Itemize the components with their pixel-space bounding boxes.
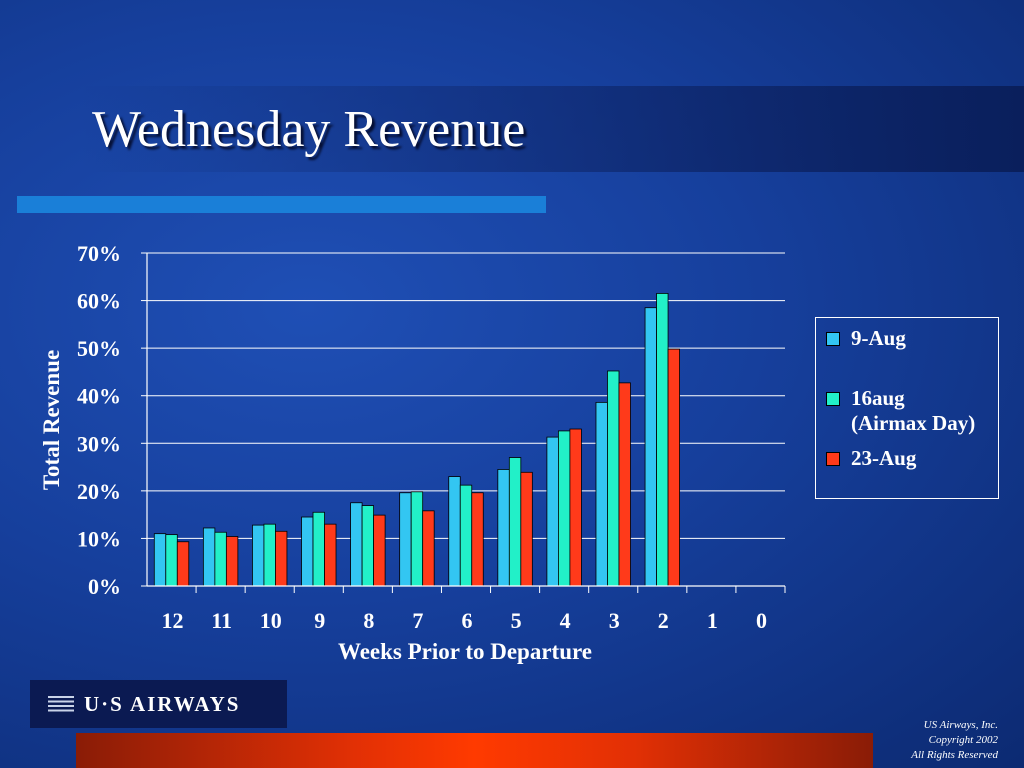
tick-labels: 0%10%20%30%40%50%60%70%12 11 10 9 8 7 6 5 4 3 2 1 0 [77, 241, 767, 633]
bar-2 [410, 491, 424, 587]
x-tick-label: 5 [511, 608, 522, 633]
bar-2 [361, 505, 374, 587]
bar-1 [448, 476, 461, 587]
legend-swatch [826, 452, 840, 466]
x-tick-label: 4 [560, 608, 571, 633]
x-tick-label: 9 [314, 608, 325, 633]
x-tick-label: 12 [162, 608, 184, 633]
legend-item-9-aug: 9-Aug [826, 326, 906, 351]
bar-3 [275, 530, 288, 587]
bar-2 [558, 430, 571, 587]
bar-1 [497, 469, 510, 587]
chart-legend: 9-Aug 16aug (Airmax Day) 23-Aug [815, 317, 999, 499]
legend-label: 16aug (Airmax Day) [851, 386, 976, 435]
bar-2 [312, 511, 325, 587]
bar-1 [252, 524, 265, 587]
x-tick-label: 1 [707, 608, 718, 633]
legend-swatch [826, 392, 840, 406]
bar-1 [595, 401, 608, 587]
x-tick-label: 6 [462, 608, 473, 633]
bar-3 [569, 428, 582, 587]
bar-3 [471, 492, 484, 587]
legend-item-16aug: 16aug (Airmax Day) [826, 386, 975, 436]
y-tick-label: 30% [77, 431, 121, 456]
bar-1 [350, 502, 363, 587]
y-tick-label: 50% [77, 336, 121, 361]
x-axis-label: Weeks Prior to Departure [338, 639, 592, 664]
x-tick-label: 10 [260, 608, 282, 633]
logo-text: U·S AIRWAYS [84, 691, 241, 716]
y-tick-label: 10% [77, 526, 121, 551]
bar-3 [225, 536, 239, 587]
copyright-line: All Rights Reserved [911, 749, 998, 761]
bar-3 [176, 541, 190, 587]
copyright-line: Copyright 2002 [928, 734, 998, 746]
bar-3 [373, 514, 386, 587]
x-tick-label: 0 [756, 608, 767, 633]
bottom-accent-bar [76, 733, 873, 768]
legend-item-23-aug: 23-Aug [826, 446, 916, 471]
x-tick-label: 11 [211, 608, 232, 633]
bars [153, 293, 680, 587]
bar-2 [214, 531, 227, 587]
x-tick-label: 3 [609, 608, 620, 633]
accent-bar [17, 196, 546, 213]
legend-label: 9-Aug [851, 326, 906, 350]
y-tick-label: 20% [77, 479, 121, 504]
bar-1 [399, 492, 412, 587]
bar-1 [546, 436, 559, 587]
copyright-line: US Airways, Inc. [923, 719, 998, 731]
bar-1 [644, 307, 657, 587]
bar-3 [667, 348, 680, 587]
bar-3 [324, 523, 337, 587]
x-tick-label: 7 [412, 608, 423, 633]
title-band [80, 86, 1024, 172]
y-tick-label: 0% [88, 574, 121, 599]
bar-2 [656, 293, 669, 587]
bar-2 [263, 523, 276, 587]
axes [141, 252, 786, 593]
bar-2 [508, 457, 522, 587]
copyright-notice: US Airways, Inc. Copyright 2002 All Righ… [848, 718, 998, 763]
bar-1 [301, 516, 314, 587]
bar-2 [165, 534, 178, 587]
y-tick-label: 60% [77, 289, 121, 314]
legend-swatch [826, 332, 840, 346]
bar-3 [520, 471, 533, 587]
y-tick-label: 70% [77, 241, 121, 266]
bar-1 [153, 533, 167, 587]
flag-icon [48, 696, 74, 712]
bar-2 [607, 370, 620, 587]
bar-3 [422, 510, 435, 587]
y-axis-label: Total Revenue [39, 350, 64, 490]
x-tick-label: 2 [658, 608, 669, 633]
legend-label: 23-Aug [851, 446, 917, 470]
slide-title: Wednesday Revenue [92, 101, 526, 158]
us-airways-logo: U·S AIRWAYS [30, 680, 287, 728]
x-tick-label: 8 [363, 608, 374, 633]
bar-3 [618, 382, 631, 587]
bar-2 [459, 484, 473, 587]
bar-1 [202, 527, 216, 587]
y-tick-label: 40% [77, 384, 121, 409]
